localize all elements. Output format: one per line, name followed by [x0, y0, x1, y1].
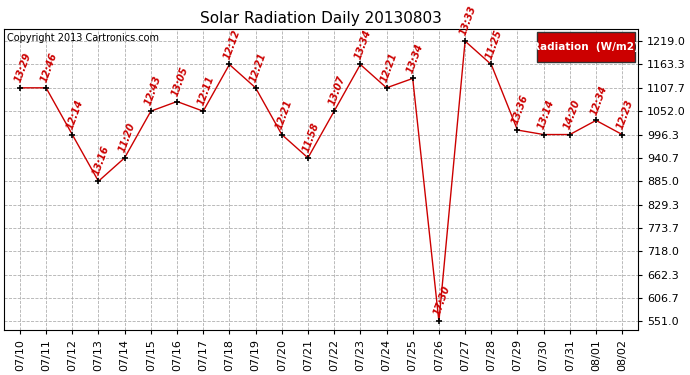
Text: 13:05: 13:05 [170, 65, 190, 98]
Text: 12:43: 12:43 [144, 75, 164, 107]
Title: Solar Radiation Daily 20130803: Solar Radiation Daily 20130803 [200, 11, 442, 26]
Text: 12:46: 12:46 [39, 51, 59, 84]
Text: 12:11: 12:11 [196, 75, 216, 107]
Text: 13:33: 13:33 [457, 4, 477, 37]
Text: 12:12: 12:12 [222, 28, 242, 60]
Text: 12:23: 12:23 [615, 98, 635, 130]
Text: 11:25: 11:25 [484, 28, 504, 60]
Text: 13:14: 13:14 [536, 98, 556, 130]
Text: 13:16: 13:16 [91, 145, 111, 177]
Text: 12:21: 12:21 [275, 98, 295, 130]
Bar [537, 32, 635, 62]
Text: 11:20: 11:20 [117, 121, 137, 154]
Text: 12:14: 12:14 [65, 98, 85, 130]
Text: Radiation  (W/m2): Radiation (W/m2) [532, 42, 639, 52]
Text: 17:30: 17:30 [432, 285, 451, 317]
Text: 12:21: 12:21 [380, 51, 400, 84]
Text: 12:21: 12:21 [248, 51, 268, 84]
Text: 13:07: 13:07 [327, 75, 347, 107]
Text: 13:29: 13:29 [12, 51, 32, 84]
Text: Copyright 2013 Cartronics.com: Copyright 2013 Cartronics.com [8, 33, 159, 43]
Text: 11:58: 11:58 [301, 121, 321, 154]
Text: 13:36: 13:36 [510, 93, 530, 126]
Text: 13:34: 13:34 [353, 28, 373, 60]
Text: 14:20: 14:20 [562, 98, 582, 130]
Text: 12:34: 12:34 [589, 84, 609, 116]
Text: 13:34: 13:34 [406, 42, 425, 74]
